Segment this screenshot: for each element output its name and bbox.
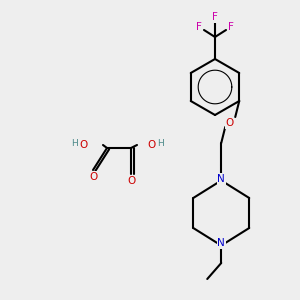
Text: F: F xyxy=(228,22,234,32)
Text: O: O xyxy=(127,176,135,186)
Text: H: H xyxy=(72,139,78,148)
Text: F: F xyxy=(212,12,218,22)
Text: H: H xyxy=(158,139,164,148)
Text: O: O xyxy=(147,140,155,150)
Text: O: O xyxy=(89,172,97,182)
Text: O: O xyxy=(79,140,87,150)
Text: O: O xyxy=(225,118,233,128)
Text: N: N xyxy=(218,174,225,184)
Text: N: N xyxy=(218,238,225,248)
Text: F: F xyxy=(196,22,202,32)
